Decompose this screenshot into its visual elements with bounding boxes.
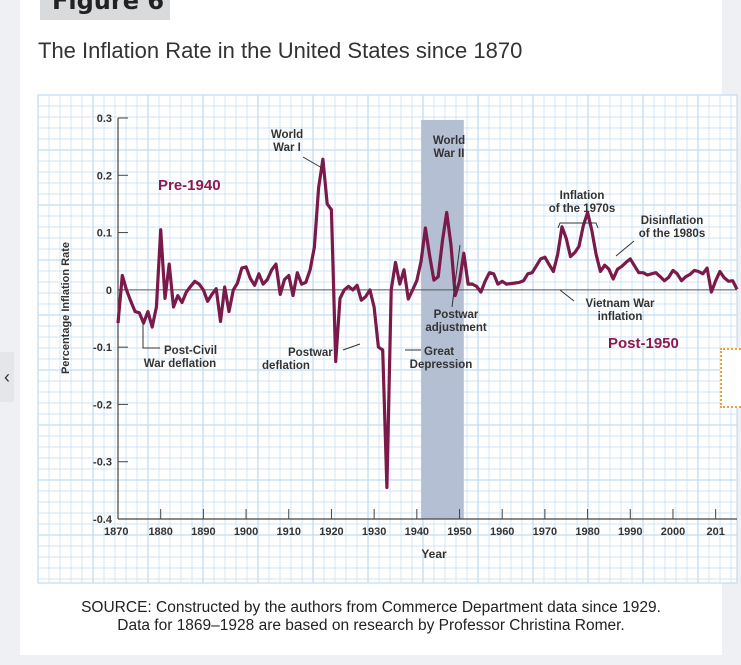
x-tick-label: 1920 <box>319 526 343 538</box>
x-tick-label: 2000 <box>661 526 685 538</box>
source-note: SOURCE: Constructed by the authors from … <box>20 599 722 635</box>
chart-title: The Inflation Rate in the United States … <box>38 38 523 63</box>
y-tick-label: -0.2 <box>93 399 112 411</box>
annot-ww1-line2: War I <box>273 142 301 154</box>
annot-postwar-adj-line2: adjustment <box>425 322 487 334</box>
annot-post1950: Post-1950 <box>608 335 679 352</box>
annot-postwar-defl-line1: Postwar <box>288 347 333 359</box>
y-ticks: 0.3 0.2 0.1 0 -0.1 -0.2 -0.3 -0.4 <box>93 113 128 526</box>
next-panel-handle[interactable] <box>720 348 741 408</box>
annot-great-dep-line2: Depression <box>410 359 473 371</box>
annot-postwar-defl-line2: deflation <box>262 360 310 372</box>
y-tick-label: 0.2 <box>97 170 112 182</box>
x-tick-label: 1940 <box>405 526 429 538</box>
ww2-shaded-region <box>421 120 464 519</box>
y-tick-label: -0.4 <box>93 514 113 526</box>
annot-postcivil-line1: Post-Civil <box>164 345 217 357</box>
x-tick-label: 1890 <box>191 526 215 538</box>
x-tick-label: 1970 <box>533 526 557 538</box>
y-tick-label: -0.3 <box>93 457 112 469</box>
series-line-inflation <box>116 157 739 490</box>
source-line-1: SOURCE: Constructed by the authors from … <box>81 599 661 616</box>
annot-pre1940: Pre-1940 <box>158 177 221 194</box>
annotation-arrows <box>142 156 635 351</box>
y-tick-label: 0.3 <box>97 113 112 125</box>
annot-infl70s-line2: of the 1970s <box>549 203 615 215</box>
annot-disinfl-line1: Disinflation <box>641 215 704 227</box>
x-tick-label: 1910 <box>277 526 301 538</box>
arrow-disinfl <box>615 240 635 257</box>
arrow-postwar-defl <box>342 343 361 351</box>
x-tick-label: 201 <box>706 526 724 538</box>
annot-disinfl-line2: of the 1980s <box>639 228 705 240</box>
y-tick-label: 0.1 <box>97 228 112 240</box>
annot-ww2-line1: World <box>433 135 465 147</box>
x-ticks: 1870 1880 1890 1900 1910 1920 1930 1940 1950 1960… <box>104 509 725 538</box>
figure-label: Figure 6 <box>40 0 170 20</box>
y-axis-label: Percentage Inflation Rate <box>60 242 72 374</box>
annot-vietnam-line2: inflation <box>598 311 643 323</box>
arrow-vietnam <box>559 289 575 302</box>
arrow-ww1 <box>302 156 323 169</box>
annot-ww2-line2: War II <box>434 148 465 160</box>
arrow-postwar-adj <box>451 244 461 308</box>
y-tick-label: 0 <box>106 285 112 297</box>
annot-vietnam-line1: Vietnam War <box>585 298 655 310</box>
annot-great-dep-line1: Great <box>424 346 454 358</box>
x-tick-label: 1900 <box>234 526 258 538</box>
arrow-infl70s <box>557 222 599 229</box>
x-tick-label: 1870 <box>104 526 128 538</box>
x-tick-label: 1990 <box>618 526 642 538</box>
x-tick-label: 1880 <box>148 526 172 538</box>
grid <box>37 94 738 584</box>
x-axis-label: Year <box>421 547 447 561</box>
x-tick-label: 1950 <box>447 526 471 538</box>
x-tick-label: 1980 <box>575 526 599 538</box>
x-tick-label: 1960 <box>490 526 514 538</box>
annot-ww1-line1: World <box>271 129 303 141</box>
annot-infl70s-line1: Inflation <box>560 190 605 202</box>
y-tick-label: -0.1 <box>93 342 112 354</box>
x-tick-label: 1930 <box>362 526 386 538</box>
previous-arrow-icon[interactable]: ‹ <box>0 352 14 402</box>
annot-postwar-adj-line1: Postwar <box>434 309 479 321</box>
source-line-2: Data for 1869–1928 are based on research… <box>117 617 625 634</box>
annot-postcivil-line2: War deflation <box>144 358 216 370</box>
annotations: World War I World War II Pre-1940 Post-1… <box>144 129 705 372</box>
arrow-postcivil <box>142 322 160 349</box>
